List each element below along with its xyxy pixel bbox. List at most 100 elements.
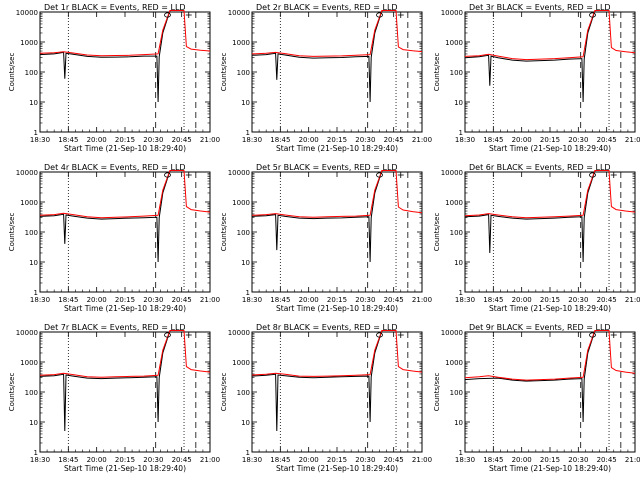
x-tick-label: 18:45 — [483, 296, 503, 304]
x-tick-label: 20:15 — [327, 296, 347, 304]
x-tick-label: 20:45 — [597, 456, 617, 464]
y-tick-label: 10000 — [16, 9, 38, 17]
y-tick-label: 1 — [34, 289, 38, 297]
y-tick-label: 1000 — [20, 199, 38, 207]
x-tick-label: 20:00 — [299, 456, 319, 464]
x-tick-label: 21:00 — [412, 296, 432, 304]
y-tick-label: 1 — [246, 449, 250, 457]
x-tick-label: 20:30 — [568, 136, 588, 144]
series-lld-line — [464, 330, 636, 381]
x-tick-label: 18:30 — [455, 296, 475, 304]
series-events-line — [251, 170, 383, 263]
x-tick-label: 18:30 — [242, 456, 262, 464]
x-tick-label: 20:45 — [172, 136, 192, 144]
y-tick-label: 10 — [29, 419, 38, 427]
x-tick-label: 18:30 — [30, 456, 50, 464]
y-axis-label: Counts/sec — [8, 53, 16, 92]
series-events-line — [39, 170, 171, 263]
y-tick-label: 1000 — [445, 39, 463, 47]
x-tick-label: 18:30 — [455, 456, 475, 464]
y-tick-label: 1000 — [445, 199, 463, 207]
saturation-marker — [164, 332, 171, 338]
series-lld-line — [464, 170, 636, 219]
y-tick-label: 10 — [454, 419, 463, 427]
panel-title: Det 7r BLACK = Events, RED = LLD — [44, 323, 186, 332]
panel-title: Det 6r BLACK = Events, RED = LLD — [469, 163, 611, 172]
series-events-line — [464, 10, 596, 103]
x-tick-label: 18:30 — [30, 296, 50, 304]
x-tick-label: 18:45 — [483, 456, 503, 464]
x-tick-label: 20:15 — [327, 456, 347, 464]
x-tick-label: 21:00 — [200, 296, 220, 304]
x-axis-label: Start Time (21-Sep-10 18:29:40) — [489, 304, 611, 313]
y-tick-label: 10000 — [228, 169, 250, 177]
series-lld-line — [251, 10, 423, 57]
x-tick-label: 20:30 — [355, 296, 375, 304]
saturation-marker — [376, 172, 383, 178]
x-tick-label: 18:45 — [58, 296, 78, 304]
y-tick-label: 10 — [241, 99, 250, 107]
y-tick-label: 1000 — [232, 359, 250, 367]
panel-det-3: Det 3r BLACK = Events, RED = LLD 1 10 100 10… — [433, 3, 640, 153]
x-tick-label: 20:30 — [143, 296, 163, 304]
y-tick-label: 100 — [25, 229, 38, 237]
y-tick-label: 100 — [25, 69, 38, 77]
y-tick-label: 1000 — [20, 39, 38, 47]
y-tick-label: 100 — [237, 389, 250, 397]
x-tick-label: 21:00 — [625, 136, 640, 144]
y-tick-label: 1 — [459, 289, 463, 297]
y-tick-label: 10 — [241, 419, 250, 427]
x-axis-label: Start Time (21-Sep-10 18:29:40) — [276, 464, 398, 473]
saturation-marker — [164, 12, 171, 18]
y-axis-label: Counts/sec — [433, 53, 441, 92]
y-tick-label: 100 — [450, 69, 463, 77]
y-tick-label: 1000 — [232, 199, 250, 207]
x-tick-label: 20:00 — [512, 296, 532, 304]
panel-title: Det 2r BLACK = Events, RED = LLD — [256, 3, 398, 12]
y-axis-label: Counts/sec — [8, 213, 16, 252]
y-tick-label: 10000 — [441, 329, 463, 337]
x-tick-label: 20:30 — [143, 456, 163, 464]
panel-title: Det 8r BLACK = Events, RED = LLD — [256, 323, 398, 332]
x-tick-label: 18:45 — [483, 136, 503, 144]
series-lld-line — [251, 170, 423, 218]
series-lld-line — [39, 170, 211, 219]
panel-det-1: Det 1r BLACK = Events, RED = LLD 1 10 100 10… — [8, 3, 220, 153]
x-tick-label: 20:15 — [540, 296, 560, 304]
x-tick-label: 20:15 — [327, 136, 347, 144]
panel-title: Det 4r BLACK = Events, RED = LLD — [44, 163, 186, 172]
x-tick-label: 21:00 — [200, 456, 220, 464]
x-axis-label: Start Time (21-Sep-10 18:29:40) — [64, 304, 186, 313]
saturation-marker — [589, 12, 596, 18]
x-tick-label: 20:15 — [115, 456, 135, 464]
y-axis-label: Counts/sec — [433, 213, 441, 252]
panel-title: Det 9r BLACK = Events, RED = LLD — [469, 323, 611, 332]
x-tick-label: 20:00 — [299, 136, 319, 144]
x-tick-label: 20:45 — [384, 296, 404, 304]
series-lld-line — [251, 330, 423, 377]
x-axis-label: Start Time (21-Sep-10 18:29:40) — [276, 144, 398, 153]
panel-title: Det 5r BLACK = Events, RED = LLD — [256, 163, 398, 172]
x-tick-label: 20:45 — [172, 296, 192, 304]
y-tick-label: 10000 — [441, 9, 463, 17]
saturation-marker — [376, 332, 383, 338]
x-axis-label: Start Time (21-Sep-10 18:29:40) — [64, 144, 186, 153]
x-tick-label: 20:00 — [87, 456, 107, 464]
series-lld-line — [39, 10, 211, 57]
y-tick-label: 10 — [29, 99, 38, 107]
y-axis-label: Counts/sec — [220, 213, 228, 252]
x-tick-label: 20:15 — [540, 456, 560, 464]
y-tick-label: 1 — [246, 289, 250, 297]
y-tick-label: 1000 — [445, 359, 463, 367]
y-tick-label: 1000 — [20, 359, 38, 367]
x-tick-label: 18:30 — [242, 136, 262, 144]
series-lld-line — [39, 330, 211, 378]
y-tick-label: 10 — [454, 259, 463, 267]
x-tick-label: 18:45 — [58, 456, 78, 464]
panel-det-9: Det 9r BLACK = Events, RED = LLD 1 10 100 10… — [433, 323, 640, 473]
x-tick-label: 21:00 — [412, 456, 432, 464]
y-tick-label: 10 — [29, 259, 38, 267]
panel-title: Det 1r BLACK = Events, RED = LLD — [44, 3, 186, 12]
series-events-line — [251, 10, 383, 103]
